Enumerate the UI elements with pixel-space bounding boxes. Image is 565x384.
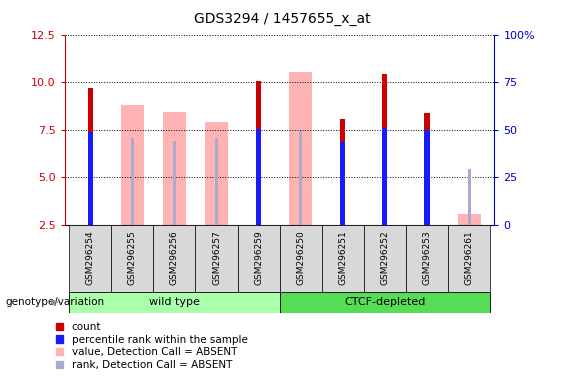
Text: GSM296255: GSM296255 [128,230,137,285]
Bar [111,225,153,292]
Bar [383,73,388,225]
Text: CTCF-depleted: CTCF-depleted [344,297,425,308]
Bar [256,129,261,225]
Bar [364,225,406,292]
Text: GSM296261: GSM296261 [464,230,473,285]
Bar [406,225,448,292]
Text: wild type: wild type [149,297,200,308]
Bar [299,131,302,225]
Text: GSM296256: GSM296256 [170,230,179,285]
Text: GSM296252: GSM296252 [380,230,389,285]
Bar [131,138,134,225]
Bar [215,138,218,225]
Bar [424,130,429,225]
Bar [69,292,280,313]
Bar [256,81,261,225]
Text: ►: ► [51,297,59,308]
Bar [340,119,345,225]
Bar [153,225,195,292]
Bar [195,225,237,292]
Bar [468,169,471,225]
Bar [69,225,111,292]
Bar [383,128,388,225]
Text: GDS3294 / 1457655_x_at: GDS3294 / 1457655_x_at [194,12,371,25]
Text: GSM296253: GSM296253 [423,230,432,285]
Bar [121,105,144,225]
Text: GSM296254: GSM296254 [86,230,95,285]
Bar [205,122,228,225]
Text: GSM296251: GSM296251 [338,230,347,285]
Text: GSM296250: GSM296250 [296,230,305,285]
Bar [280,292,490,313]
Bar [173,141,176,225]
Bar [280,225,322,292]
Bar [237,225,280,292]
Bar [322,225,364,292]
Text: GSM296259: GSM296259 [254,230,263,285]
Bar [424,113,429,225]
Bar [88,88,93,225]
Text: GSM296257: GSM296257 [212,230,221,285]
Bar [458,214,481,225]
Bar [448,225,490,292]
Bar [340,142,345,225]
Legend: count, percentile rank within the sample, value, Detection Call = ABSENT, rank, : count, percentile rank within the sample… [56,322,247,370]
Text: genotype/variation: genotype/variation [6,297,105,308]
Bar [163,113,186,225]
Bar [88,132,93,225]
Bar [289,72,312,225]
